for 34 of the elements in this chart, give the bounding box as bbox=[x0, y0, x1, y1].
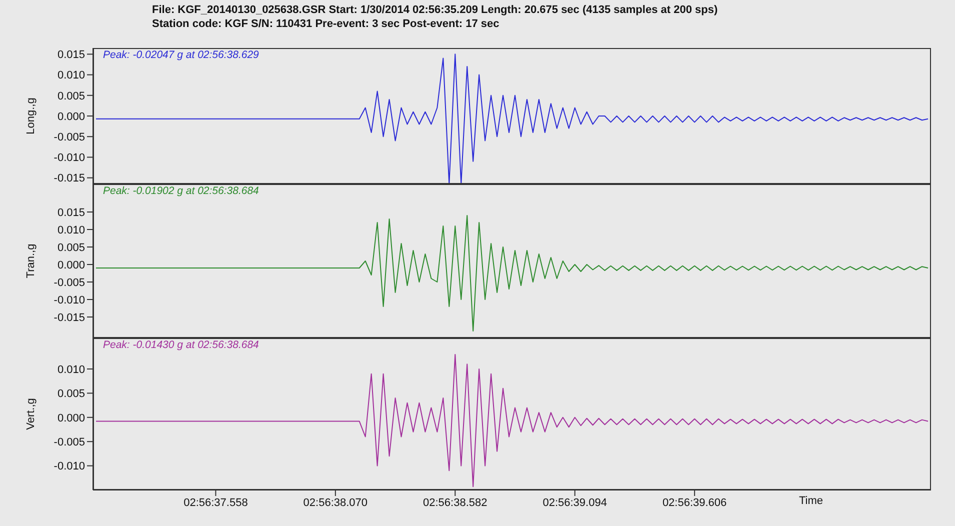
x-tick-label: 02:56:38.582 bbox=[423, 496, 488, 509]
y-tick-label: 0.000 bbox=[57, 110, 85, 123]
y-tick-label: -0.010 bbox=[54, 294, 85, 306]
chart-subtitle: Station code: KGF S/N: 110431 Pre-event: 3 sec Post-event: 17 sec bbox=[152, 18, 500, 30]
chart-title: File: KGF_20140130_025638.GSR Start: 1/30/2014 02:56:35.209 Length: 20.675 sec (4135 samples at 200 sps) bbox=[152, 4, 718, 16]
y-tick-label: 0.000 bbox=[57, 259, 85, 272]
x-axis-title: Time bbox=[798, 495, 824, 507]
y-tick-label: 0.010 bbox=[57, 70, 85, 82]
y-tick-label: 0.005 bbox=[57, 242, 85, 254]
y-tick-label: 0.005 bbox=[57, 388, 85, 400]
y-tick-label: -0.010 bbox=[54, 460, 85, 473]
annotation: Peak: -0.02047 g at 02:56:38.629 bbox=[103, 49, 259, 61]
y-tick-label: 0.000 bbox=[57, 412, 85, 424]
y-tick-label: 0.015 bbox=[57, 206, 85, 219]
y-tick-label: -0.010 bbox=[54, 152, 85, 164]
x-tick-label: 02:56:39.094 bbox=[542, 496, 607, 509]
y-axis-title: Tran.,g bbox=[24, 244, 37, 278]
y-tick-label: -0.005 bbox=[54, 436, 85, 448]
y-tick-label: -0.015 bbox=[54, 172, 85, 185]
x-tick-label: 02:56:37.558 bbox=[184, 496, 248, 509]
y-tick-label: 0.005 bbox=[57, 90, 85, 102]
y-axis-title: Vert.,g bbox=[24, 398, 37, 430]
y-tick-label: 0.010 bbox=[57, 224, 85, 236]
line-series bbox=[95, 215, 929, 332]
annotation: Peak: -0.01902 g at 02:56:38.684 bbox=[103, 185, 259, 197]
x-tick-label: 02:56:39.606 bbox=[662, 496, 727, 509]
y-tick-label: -0.015 bbox=[54, 312, 85, 324]
annotation: Peak: -0.01430 g at 02:56:38.684 bbox=[103, 339, 259, 351]
y-axis-title: Long.,g bbox=[24, 98, 37, 134]
y-tick-label: -0.005 bbox=[54, 276, 85, 289]
y-tick-label: -0.005 bbox=[54, 132, 85, 144]
y-tick-label: 0.015 bbox=[57, 49, 85, 62]
x-tick-label: 02:56:38.070 bbox=[303, 496, 368, 509]
y-tick-label: 0.010 bbox=[57, 364, 85, 376]
